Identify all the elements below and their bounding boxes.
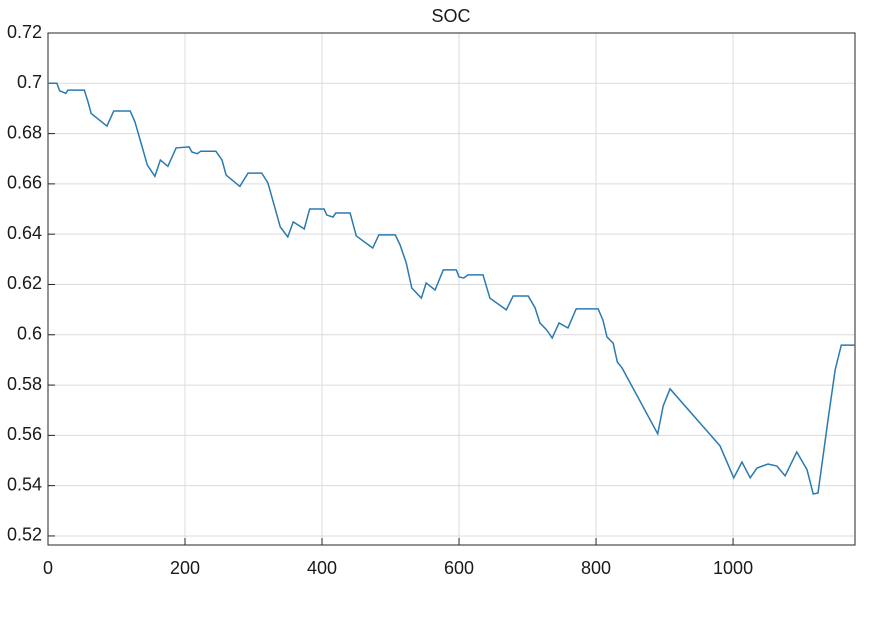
x-tick-label: 200 [170, 558, 200, 578]
y-tick-label: 0.66 [7, 173, 42, 193]
y-tick-label: 0.62 [7, 273, 42, 293]
y-tick-label: 0.72 [7, 22, 42, 42]
y-tick-label: 0.7 [17, 72, 42, 92]
y-tick-label: 0.64 [7, 223, 42, 243]
y-tick-label: 0.68 [7, 122, 42, 142]
y-tick-label: 0.52 [7, 525, 42, 545]
x-tick-label: 0 [43, 558, 53, 578]
y-tick-label: 0.54 [7, 474, 42, 494]
y-tick-label: 0.6 [17, 324, 42, 344]
data-line [48, 82, 855, 495]
chart-title: SOC [431, 6, 470, 26]
x-tick-label: 600 [444, 558, 474, 578]
y-tick-label: 0.56 [7, 424, 42, 444]
x-tick-label: 800 [581, 558, 611, 578]
axes-box [47, 32, 856, 546]
y-tick-label: 0.58 [7, 374, 42, 394]
x-tick-label: 400 [307, 558, 337, 578]
x-tick-label: 1000 [713, 558, 753, 578]
